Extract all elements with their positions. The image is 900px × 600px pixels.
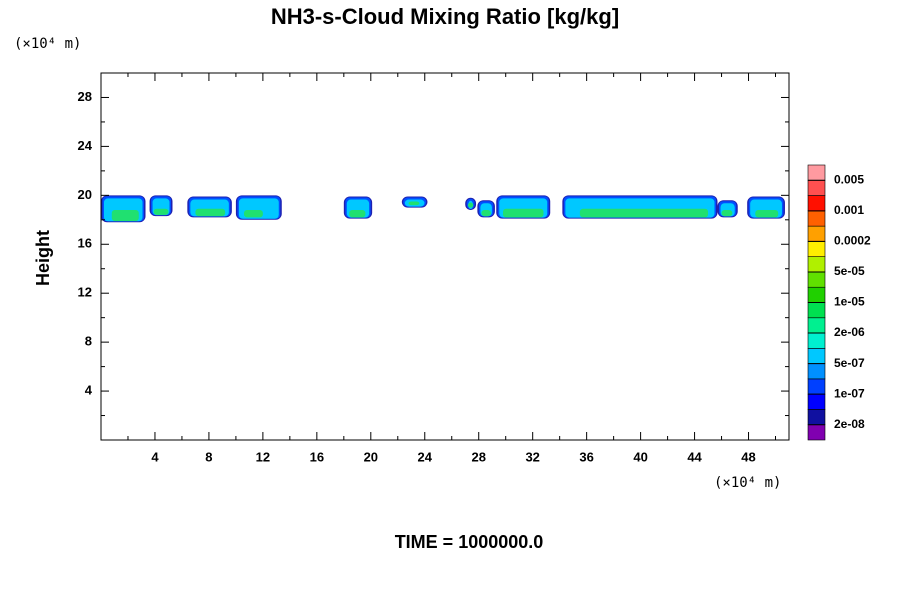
colorbar-box — [807, 317, 826, 334]
x-tick-label: 8 — [205, 449, 212, 464]
y-tick-label: 28 — [78, 89, 92, 104]
cloud-core — [579, 208, 709, 218]
colorbar-box — [807, 378, 826, 395]
cloud-core — [195, 208, 226, 217]
x-tick-label: 16 — [310, 449, 324, 464]
footer: TIME = 1000000.0 — [395, 532, 544, 552]
colorbar-box — [807, 393, 826, 410]
x-tick-label: 4 — [151, 449, 159, 464]
y-tick-label: 16 — [78, 236, 92, 251]
colorbar-label: 0.001 — [834, 203, 864, 217]
colorbar-box — [807, 256, 826, 273]
colorbar-box — [807, 424, 826, 441]
cloud-core — [721, 210, 733, 217]
colorbar-label: 5e-07 — [834, 356, 865, 370]
colorbar-label: 1e-05 — [834, 295, 865, 309]
colorbar-label: 0.005 — [834, 172, 864, 186]
y-tick-label: 24 — [78, 138, 93, 153]
colorbar-box — [807, 409, 826, 426]
x-tick-label: 40 — [633, 449, 647, 464]
chart-title: NH3-s-Cloud Mixing Ratio [kg/kg] — [271, 4, 619, 29]
x-unit: (×10⁴ m) — [714, 475, 781, 491]
y-unit: (×10⁴ m) — [14, 36, 81, 52]
colorbar-box — [807, 271, 826, 288]
cloud-core — [481, 210, 491, 217]
cloud-core — [503, 208, 544, 218]
colorbar-label: 2e-06 — [834, 325, 865, 339]
plot-frame — [100, 72, 790, 441]
x-tick-label: 48 — [741, 449, 755, 464]
colorbar-box — [807, 179, 826, 196]
colorbar-label: 2e-08 — [834, 417, 865, 431]
x-tick-label: 36 — [579, 449, 593, 464]
cloud-core — [153, 208, 169, 215]
colorbar-box — [807, 164, 826, 181]
colorbar-label: 0.0002 — [834, 234, 871, 248]
colorbar-box — [807, 363, 826, 380]
x-tick-label: 32 — [525, 449, 539, 464]
cloud-core — [755, 210, 779, 218]
colorbar-box — [807, 348, 826, 364]
x-tick-label: 24 — [418, 449, 433, 464]
colorbar-box — [807, 241, 826, 257]
y-tick-label: 4 — [85, 383, 93, 398]
cloud-core — [349, 210, 366, 218]
colorbar-box — [807, 286, 826, 303]
cloud-core — [408, 201, 420, 206]
cloud-core — [111, 210, 139, 222]
colorbar-box — [807, 225, 826, 242]
y-axis-label: Height — [33, 230, 53, 286]
colorbar-label: 5e-05 — [834, 264, 865, 278]
y-tick-label: 12 — [78, 285, 92, 300]
colorbar-box — [807, 332, 826, 349]
x-tick-label: 28 — [471, 449, 485, 464]
y-tick-label: 20 — [78, 187, 92, 202]
colorbar-box — [807, 302, 826, 319]
colorbar-box — [807, 210, 826, 227]
cloud-core — [467, 202, 474, 208]
x-tick-label: 20 — [364, 449, 378, 464]
x-tick-label: 12 — [256, 449, 270, 464]
cloud-core — [243, 210, 263, 218]
colorbar-box — [807, 195, 826, 212]
colorbar-label: 1e-07 — [834, 386, 865, 400]
y-tick-label: 8 — [85, 334, 92, 349]
x-tick-label: 44 — [687, 449, 702, 464]
